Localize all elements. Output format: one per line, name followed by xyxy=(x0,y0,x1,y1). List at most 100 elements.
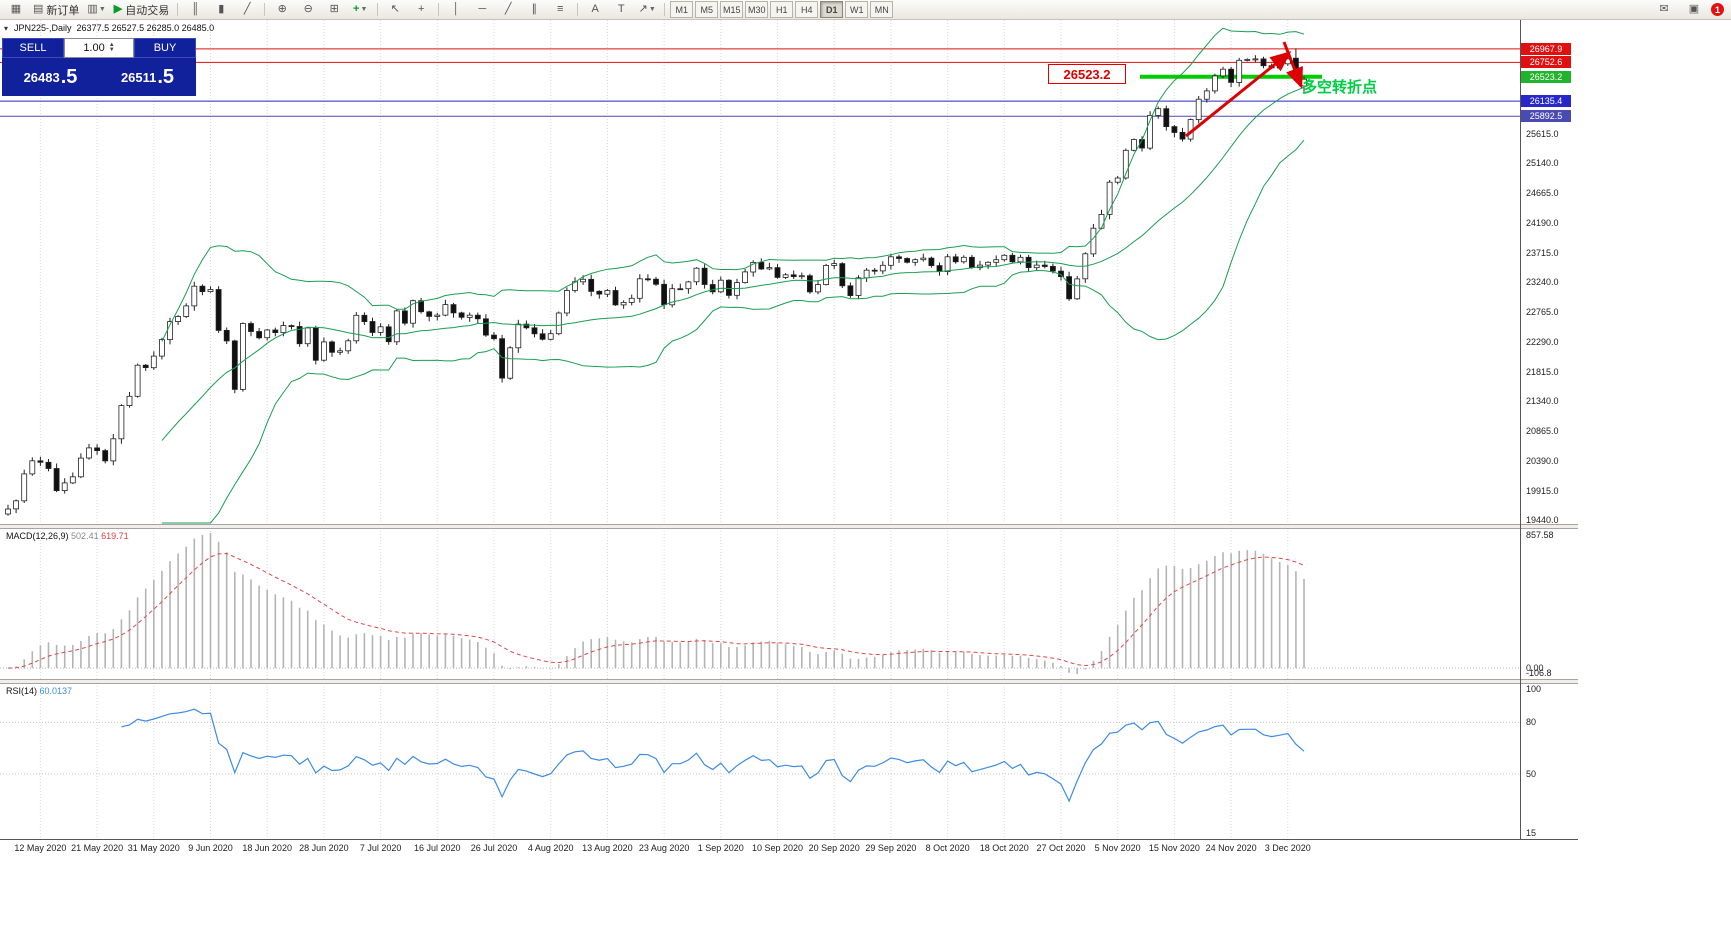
buy-price[interactable]: 26511.5 xyxy=(120,65,175,88)
fibonacci-icon: ≡ xyxy=(557,3,564,15)
date-label: 18 Jun 2020 xyxy=(242,843,292,853)
chevron-down-icon: ▼ xyxy=(648,6,656,13)
date-label: 15 Nov 2020 xyxy=(1148,843,1200,853)
date-label: 24 Nov 2020 xyxy=(1205,843,1257,853)
price-annotation-box[interactable]: 26523.2 xyxy=(1048,64,1126,84)
bar-chart-icon: ║ xyxy=(191,3,200,15)
macd-main-value: 502.41 xyxy=(71,531,99,541)
cursor-tool-button[interactable]: ↖ xyxy=(382,1,408,19)
date-label: 29 Sep 2020 xyxy=(865,843,917,853)
lot-decrease-button[interactable]: ▼ xyxy=(108,47,115,53)
new-order-icon: ▤ xyxy=(33,3,44,15)
price-level-label: 25892.5 xyxy=(1521,110,1571,123)
timeframe-h1-button[interactable]: H1 xyxy=(770,1,794,18)
vertical-line-tool-button[interactable]: │ xyxy=(443,1,469,19)
label-tool-button[interactable]: T xyxy=(608,1,634,19)
chart-canvas[interactable] xyxy=(0,0,1520,860)
cursor-icon: ↖ xyxy=(390,3,400,15)
toolbar-separator xyxy=(438,3,440,16)
crosshair-icon: + xyxy=(418,3,425,15)
sell-button[interactable]: SELL xyxy=(2,38,64,58)
alert-icon: ▣ xyxy=(1688,3,1700,15)
rsi-axis-min: 15 xyxy=(1526,828,1537,838)
sell-price[interactable]: 26483.5 xyxy=(23,65,78,88)
panel-splitter[interactable] xyxy=(0,524,1578,529)
line-chart-mode-button[interactable]: ╱ xyxy=(234,1,260,19)
price-level-label: 26523.2 xyxy=(1521,70,1571,83)
zoom-in-button[interactable]: ⊕ xyxy=(269,1,295,19)
macd-axis-zero: 0.00 xyxy=(1526,663,1544,674)
date-label: 13 Aug 2020 xyxy=(582,843,633,853)
zoom-out-button[interactable]: ⊖ xyxy=(295,1,321,19)
timeframe-mn-button[interactable]: MN xyxy=(870,1,894,18)
trendline-tool-button[interactable]: ╱ xyxy=(495,1,521,19)
vertical-line-icon: │ xyxy=(452,3,460,15)
candlestick-mode-button[interactable]: ▮ xyxy=(208,1,234,19)
rsi-panel xyxy=(0,708,1520,803)
arrows-tool-button[interactable]: ↗ ▼ xyxy=(634,1,660,19)
timeframe-d1-button[interactable]: D1 xyxy=(820,1,844,18)
fibonacci-tool-button[interactable]: ≡ xyxy=(547,1,573,19)
macd-signal-value: 619.71 xyxy=(101,531,129,541)
profiles-button[interactable]: ▥ ▼ xyxy=(83,1,109,19)
alerts-button[interactable]: ▣ xyxy=(1681,1,1707,19)
date-label: 9 Jun 2020 xyxy=(188,843,233,853)
time-axis[interactable]: 12 May 2020 21 May 2020 31 May 2020 9 Jun 2… xyxy=(0,839,1578,859)
horizontal-line-tool-button[interactable]: ─ xyxy=(469,1,495,19)
new-order-button[interactable]: ▤ 新订单 xyxy=(33,3,80,17)
bar-chart-mode-button[interactable]: ║ xyxy=(182,1,208,19)
mail-button[interactable]: ✉ xyxy=(1651,1,1677,19)
date-label: 1 Sep 2020 xyxy=(697,843,744,853)
channel-tool-button[interactable]: ∥ xyxy=(521,1,547,19)
indicators-plus-icon: + xyxy=(353,3,360,15)
toolbar-separator xyxy=(177,3,179,16)
price-tick: 25140.0 xyxy=(1526,158,1559,169)
panel-splitter[interactable] xyxy=(0,679,1578,684)
price-axis[interactable]: 25615.0 25140.0 24665.0 24190.0 23715.0 23240… xyxy=(1520,20,1578,839)
macd-panel xyxy=(0,533,1520,674)
new-chart-button[interactable]: ▦ xyxy=(3,1,29,19)
crosshair-tool-button[interactable]: + xyxy=(408,1,434,19)
line-chart-icon: ╱ xyxy=(243,3,251,15)
one-click-collapse-icon[interactable]: ▾ xyxy=(4,24,9,33)
notification-badge[interactable]: 1 xyxy=(1711,3,1724,16)
tile-windows-button[interactable]: ⊞ xyxy=(321,1,347,19)
buy-button[interactable]: BUY xyxy=(134,38,196,58)
toolbar-separator xyxy=(577,3,579,16)
bollinger-bands xyxy=(161,27,1305,524)
zoom-in-icon: ⊕ xyxy=(277,3,287,15)
date-label: 12 May 2020 xyxy=(14,843,67,853)
timeframe-m30-button[interactable]: M30 xyxy=(745,1,769,18)
text-icon: A xyxy=(591,3,599,15)
arrow-shape-icon: ↗ xyxy=(638,3,648,15)
date-label: 26 Jul 2020 xyxy=(470,843,518,853)
timeframe-m1-button[interactable]: M1 xyxy=(670,1,694,18)
annotation-arrows xyxy=(1185,41,1303,138)
timeframe-m5-button[interactable]: M5 xyxy=(695,1,719,18)
price-tick: 24190.0 xyxy=(1526,217,1559,228)
price-tick: 20390.0 xyxy=(1526,455,1559,466)
price-tick: 21815.0 xyxy=(1526,366,1559,377)
timeframe-m15-button[interactable]: M15 xyxy=(720,1,744,18)
macd-label: MACD(12,26,9) 502.41 619.71 xyxy=(6,531,129,541)
lot-size-input[interactable]: 1.00 ▲ ▼ xyxy=(64,38,134,58)
label-icon: T xyxy=(617,3,625,15)
lot-increase-button[interactable]: ▲ xyxy=(108,42,115,48)
price-axis-border xyxy=(1520,20,1521,839)
text-tool-button[interactable]: A xyxy=(582,1,608,19)
rsi-level-label: 80 xyxy=(1526,717,1537,728)
candlestick-icon: ▮ xyxy=(218,3,225,15)
date-label: 16 Jul 2020 xyxy=(414,843,461,853)
rsi-label: RSI(14) 60.0137 xyxy=(6,686,73,696)
autotrading-button[interactable]: ▶ 自动交易 xyxy=(113,3,170,17)
horizontal-line-icon: ─ xyxy=(478,3,487,15)
turning-point-text[interactable]: 多空转折点 xyxy=(1302,79,1378,96)
price-level-label: 26135.4 xyxy=(1521,95,1571,108)
bid-ask-panel: 26483.5 26511.5 xyxy=(2,58,196,96)
timeframe-h4-button[interactable]: H4 xyxy=(795,1,819,18)
date-label: 31 May 2020 xyxy=(127,843,180,853)
indicators-button[interactable]: + ▼ xyxy=(347,1,373,19)
price-level-label: 26967.9 xyxy=(1521,42,1571,55)
timeframe-w1-button[interactable]: W1 xyxy=(845,1,869,18)
